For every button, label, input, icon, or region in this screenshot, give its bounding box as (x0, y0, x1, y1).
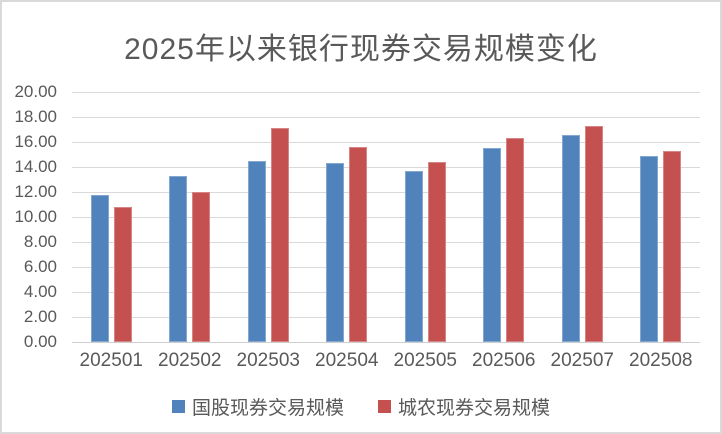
bar-red-202501 (113, 207, 132, 342)
y-tick-label: 18.00 (14, 107, 57, 126)
bar-group-202503 (229, 92, 308, 342)
bar-group-202508 (622, 92, 701, 342)
plot-area (72, 92, 700, 343)
bar-blue-202504 (326, 163, 345, 342)
x-tick-label: 202501 (79, 350, 143, 371)
y-tick-label: 12.00 (14, 182, 57, 201)
bar-red-202506 (506, 138, 525, 342)
bar-blue-202503 (247, 160, 266, 342)
gridline (72, 317, 700, 318)
legend-swatch-red-icon (378, 400, 391, 413)
bar-group-202505 (386, 92, 465, 342)
bar-group-202504 (308, 92, 387, 342)
x-tick-label: 202503 (236, 350, 300, 371)
bar-blue-202506 (483, 148, 502, 342)
y-tick-label: 16.00 (14, 132, 57, 151)
gridline (72, 142, 700, 143)
y-tick-label: 0.00 (23, 332, 57, 351)
bar-group-202502 (151, 92, 230, 342)
x-tick-label: 202506 (472, 350, 536, 371)
y-tick-label: 2.00 (23, 307, 57, 326)
x-tick-label: 202504 (315, 350, 379, 371)
gridline (72, 292, 700, 293)
bar-blue-202508 (640, 155, 659, 342)
bar-groups (72, 92, 700, 342)
y-tick-label: 8.00 (23, 232, 57, 251)
bar-blue-202502 (169, 175, 188, 342)
y-tick-label: 6.00 (23, 257, 57, 276)
x-tick-label: 202505 (393, 350, 457, 371)
legend-item-chengnong: 城农现券交易规模 (378, 393, 550, 420)
bar-red-202503 (270, 128, 289, 342)
gridline (72, 117, 700, 118)
gridline (72, 342, 700, 343)
y-tick-label: 14.00 (14, 157, 57, 176)
legend-item-guogu: 国股现券交易规模 (171, 393, 344, 420)
gridline (72, 192, 700, 193)
gridline (72, 267, 700, 268)
y-tick-label: 20.00 (14, 82, 57, 101)
bar-red-202504 (349, 147, 368, 342)
bar-blue-202505 (404, 170, 423, 342)
gridline (72, 92, 700, 93)
bar-red-202502 (192, 192, 211, 342)
bar-red-202508 (663, 150, 682, 342)
legend-swatch-blue-icon (171, 400, 185, 413)
bar-red-202505 (427, 162, 446, 342)
y-tick-label: 4.00 (23, 282, 57, 301)
y-axis-labels: 20.00 18.00 16.00 14.00 12.00 10.00 8.00 6.00 4.… (2, 82, 59, 351)
gridline (72, 242, 700, 243)
legend-label-guogu: 国股现券交易规模 (191, 398, 344, 419)
y-tick-label: 10.00 (14, 207, 57, 226)
bar-group-202501 (72, 92, 151, 342)
bar-group-202507 (543, 92, 622, 342)
bar-group-202506 (465, 92, 544, 342)
bar-blue-202501 (90, 194, 109, 342)
chart-title: 2025年以来银行现券交易规模变化 (124, 33, 598, 66)
gridline (72, 167, 700, 168)
bar-red-202507 (584, 125, 603, 342)
bar-blue-202507 (561, 134, 580, 342)
x-axis-labels: 202501 202502 202503 202504 202505 202506 2025… (72, 350, 700, 372)
legend: 国股现券交易规模 城农现券交易规模 (2, 393, 720, 420)
x-tick-label: 202502 (158, 350, 222, 371)
legend-label-chengnong: 城农现券交易规模 (398, 398, 551, 419)
x-tick-label: 202507 (550, 350, 614, 371)
x-tick-label: 202508 (629, 350, 693, 371)
gridline (72, 217, 700, 218)
